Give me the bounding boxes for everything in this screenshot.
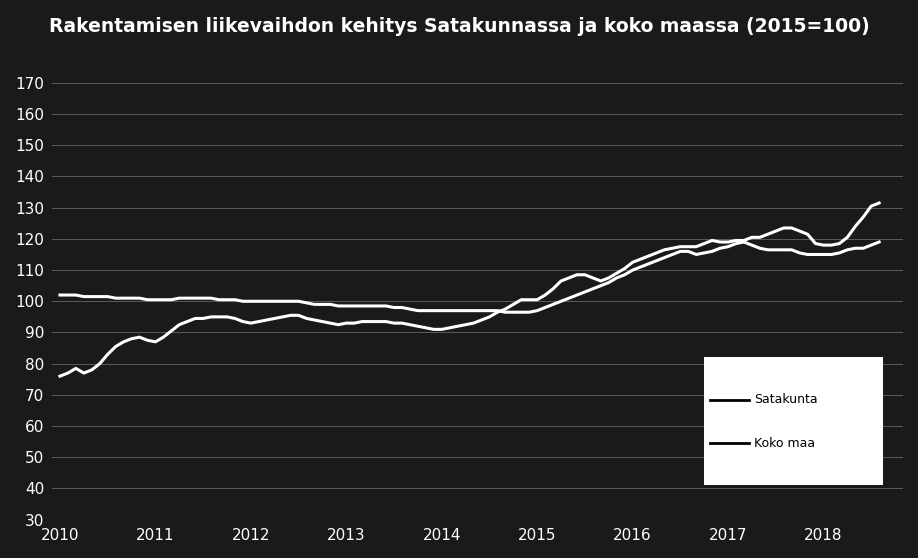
Bar: [704, 358, 882, 485]
Text: Rakentamisen liikevaihdon kehitys Satakunnassa ja koko maassa (2015=100): Rakentamisen liikevaihdon kehitys Sataku…: [49, 17, 869, 36]
Text: Satakunta: Satakunta: [755, 393, 818, 406]
Text: Koko maa: Koko maa: [755, 437, 815, 450]
